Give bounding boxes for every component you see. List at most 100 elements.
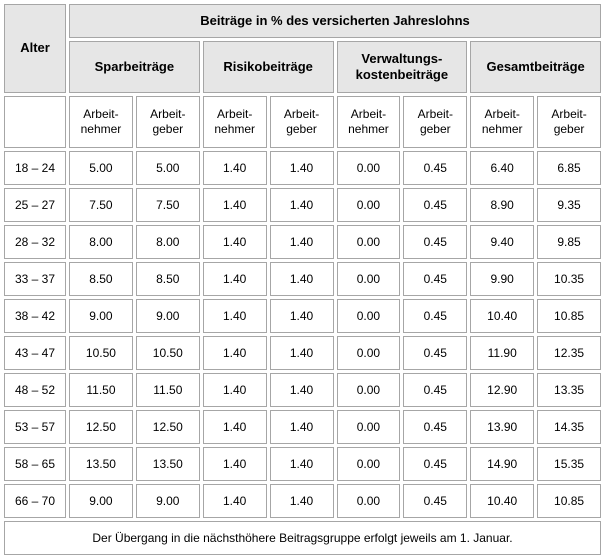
value-cell: 9.00 [69, 484, 133, 518]
age-cell: 18 – 24 [4, 151, 66, 185]
value-cell: 1.40 [202, 484, 267, 518]
value-cell: 10.40 [470, 484, 535, 518]
value-cell: 0.45 [403, 262, 468, 296]
value-cell: 9.00 [135, 299, 200, 333]
table-row: 18 – 24 5.00 5.00 1.40 1.40 0.00 0.45 6.40 6.85 [4, 151, 601, 185]
value-cell: 0.00 [336, 410, 401, 444]
value-cell: 8.50 [135, 262, 200, 296]
value-cell: 11.50 [135, 373, 200, 407]
value-cell: 10.35 [537, 262, 601, 296]
footnote: Der Übergang in die nächsthöhere Beitrag… [4, 521, 601, 555]
table-row: 25 – 27 7.50 7.50 1.40 1.40 0.00 0.45 8.90 9.35 [4, 188, 601, 222]
table-row: 48 – 52 11.50 11.50 1.40 1.40 0.00 0.45 12.90 13… [4, 373, 601, 407]
value-cell: 0.00 [336, 188, 401, 222]
table-row: 66 – 70 9.00 9.00 1.40 1.40 0.00 0.45 10.40 10.8… [4, 484, 601, 518]
value-cell: 13.50 [135, 447, 200, 481]
value-cell: 0.45 [403, 410, 468, 444]
table-title: Beiträge in % des versicherten Jahresloh… [69, 4, 601, 38]
age-cell: 66 – 70 [4, 484, 66, 518]
value-cell: 1.40 [269, 225, 334, 259]
value-cell: 1.40 [269, 151, 334, 185]
value-cell: 0.45 [403, 336, 468, 370]
value-cell: 1.40 [202, 336, 267, 370]
value-cell: 9.90 [470, 262, 535, 296]
sub-header: Arbeit- nehmer [69, 96, 133, 148]
table-row: 33 – 37 8.50 8.50 1.40 1.40 0.00 0.45 9.90 10.35 [4, 262, 601, 296]
age-cell: 33 – 37 [4, 262, 66, 296]
value-cell: 1.40 [202, 299, 267, 333]
group-header: Sparbeiträge [69, 41, 200, 93]
value-cell: 9.35 [537, 188, 601, 222]
value-cell: 13.35 [537, 373, 601, 407]
value-cell: 0.00 [336, 225, 401, 259]
value-cell: 1.40 [269, 373, 334, 407]
value-cell: 0.00 [336, 262, 401, 296]
value-cell: 10.50 [135, 336, 200, 370]
value-cell: 10.85 [537, 484, 601, 518]
value-cell: 15.35 [537, 447, 601, 481]
value-cell: 6.85 [537, 151, 601, 185]
value-cell: 7.50 [135, 188, 200, 222]
value-cell: 11.50 [69, 373, 133, 407]
value-cell: 1.40 [269, 262, 334, 296]
sub-header: Arbeit- geber [537, 96, 601, 148]
value-cell: 0.45 [403, 484, 468, 518]
table-body: 18 – 24 5.00 5.00 1.40 1.40 0.00 0.45 6.40 6.85 2… [4, 151, 601, 518]
age-cell: 25 – 27 [4, 188, 66, 222]
value-cell: 1.40 [202, 262, 267, 296]
value-cell: 1.40 [269, 336, 334, 370]
value-cell: 11.90 [470, 336, 535, 370]
blank-cell [4, 96, 66, 148]
value-cell: 6.40 [470, 151, 535, 185]
footnote-row: Der Übergang in die nächsthöhere Beitrag… [4, 521, 601, 555]
value-cell: 1.40 [269, 188, 334, 222]
value-cell: 1.40 [202, 225, 267, 259]
value-cell: 12.50 [69, 410, 133, 444]
table-row: 38 – 42 9.00 9.00 1.40 1.40 0.00 0.45 10.40 10.8… [4, 299, 601, 333]
sub-header: Arbeit- nehmer [336, 96, 401, 148]
group-header: Risikobeiträge [202, 41, 334, 93]
age-cell: 43 – 47 [4, 336, 66, 370]
group-header: Gesamtbeiträge [470, 41, 601, 93]
age-column-header: Alter [4, 4, 66, 93]
value-cell: 5.00 [69, 151, 133, 185]
sub-header: Arbeit- nehmer [470, 96, 535, 148]
value-cell: 10.40 [470, 299, 535, 333]
value-cell: 1.40 [269, 410, 334, 444]
value-cell: 0.45 [403, 373, 468, 407]
table-row: 53 – 57 12.50 12.50 1.40 1.40 0.00 0.45 13.90 14… [4, 410, 601, 444]
value-cell: 1.40 [202, 447, 267, 481]
sub-header: Arbeit- geber [135, 96, 200, 148]
value-cell: 0.45 [403, 188, 468, 222]
value-cell: 7.50 [69, 188, 133, 222]
value-cell: 8.90 [470, 188, 535, 222]
value-cell: 10.85 [537, 299, 601, 333]
value-cell: 14.90 [470, 447, 535, 481]
value-cell: 1.40 [269, 447, 334, 481]
value-cell: 1.40 [202, 410, 267, 444]
value-cell: 12.35 [537, 336, 601, 370]
value-cell: 8.50 [69, 262, 133, 296]
table-row: 28 – 32 8.00 8.00 1.40 1.40 0.00 0.45 9.40 9.85 [4, 225, 601, 259]
group-header: Verwaltungs- kostenbeiträge [336, 41, 468, 93]
age-cell: 38 – 42 [4, 299, 66, 333]
value-cell: 0.00 [336, 373, 401, 407]
value-cell: 5.00 [135, 151, 200, 185]
value-cell: 9.40 [470, 225, 535, 259]
value-cell: 1.40 [269, 484, 334, 518]
value-cell: 1.40 [202, 188, 267, 222]
value-cell: 13.50 [69, 447, 133, 481]
value-cell: 1.40 [269, 299, 334, 333]
value-cell: 13.90 [470, 410, 535, 444]
value-cell: 0.45 [403, 151, 468, 185]
value-cell: 12.90 [470, 373, 535, 407]
table-row: 43 – 47 10.50 10.50 1.40 1.40 0.00 0.45 11.90 12… [4, 336, 601, 370]
value-cell: 1.40 [202, 373, 267, 407]
value-cell: 1.40 [202, 151, 267, 185]
value-cell: 0.00 [336, 447, 401, 481]
sub-header: Arbeit- geber [269, 96, 334, 148]
value-cell: 0.00 [336, 151, 401, 185]
age-cell: 48 – 52 [4, 373, 66, 407]
